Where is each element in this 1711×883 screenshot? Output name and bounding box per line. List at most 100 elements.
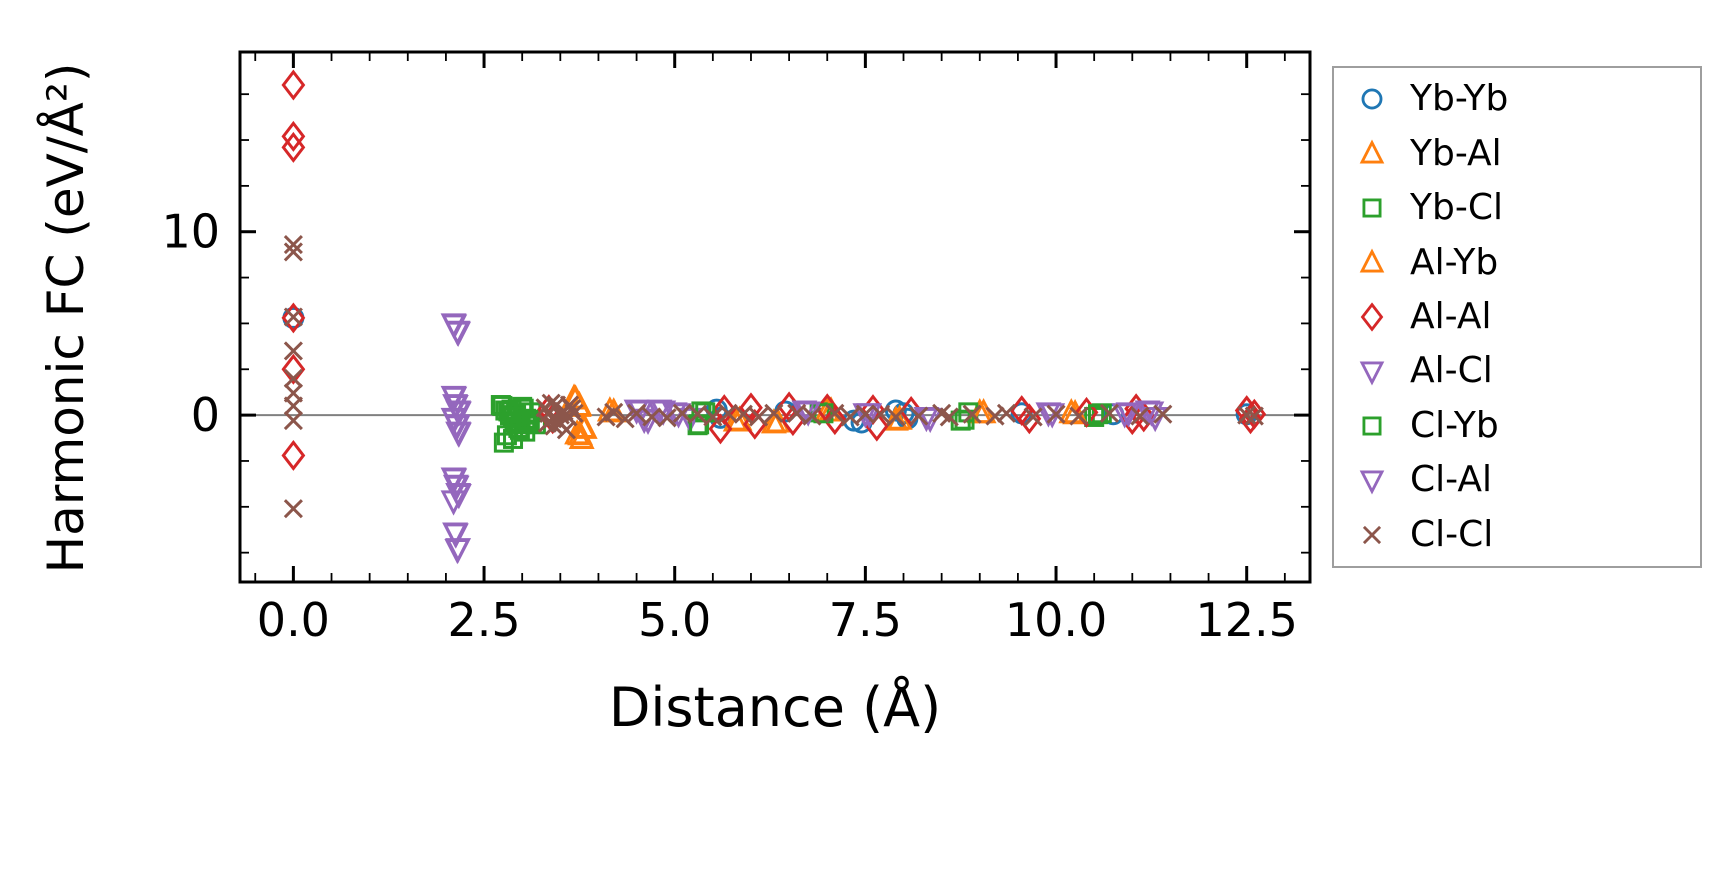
marker-x	[688, 404, 708, 424]
marker-x	[283, 341, 303, 361]
legend: Yb-Yb Yb-Al Yb-Cl Al-Yb Al-Al Al-Cl Cl-Yb Cl-Al…	[1332, 66, 1702, 568]
marker-x	[1244, 406, 1264, 426]
marker-x	[840, 407, 860, 427]
marker-x	[283, 307, 303, 327]
marker-x	[1069, 406, 1089, 426]
marker-x	[825, 403, 845, 423]
y-tick-label: 10	[161, 205, 220, 259]
marker-x	[718, 403, 738, 423]
marker-diamond	[281, 302, 306, 334]
marker-square	[954, 409, 975, 430]
marker-x	[909, 406, 929, 426]
legend-item-cl-cl: Cl-Cl	[1342, 516, 1692, 554]
legend-item-cl-yb: Cl-Yb	[1342, 407, 1692, 445]
marker-x	[1046, 404, 1066, 424]
legend-item-cl-al: Cl-Al	[1342, 461, 1692, 499]
marker-x	[283, 242, 303, 262]
x-tick-label: 2.5	[447, 593, 520, 647]
marker-triangle-down	[1138, 401, 1165, 427]
marker-x	[672, 403, 692, 423]
marker-x	[283, 411, 303, 431]
marker-x	[1153, 404, 1173, 424]
marker-diamond	[712, 394, 737, 426]
marker-x	[541, 393, 561, 413]
marker-x	[615, 409, 635, 429]
marker-x	[985, 406, 1005, 426]
marker-x	[871, 404, 891, 424]
marker-x	[283, 499, 303, 519]
marker-diamond	[281, 440, 306, 471]
marker-x	[749, 407, 769, 427]
marker-x	[283, 368, 303, 388]
marker-x	[802, 406, 822, 426]
marker-diamond	[281, 120, 306, 152]
x-tick-label: 12.5	[1195, 593, 1297, 647]
series-al-cl	[440, 313, 1169, 565]
marker-x	[886, 407, 906, 427]
y-axis-label: Harmonic FC (eV/Å²)	[37, 62, 95, 574]
x-axis-label: Distance (Å)	[608, 676, 942, 739]
legend-item-al-cl: Al-Cl	[1342, 352, 1692, 390]
marker-x	[283, 234, 303, 255]
marker-diamond	[822, 404, 847, 436]
legend-item-yb-al: Yb-Al	[1342, 135, 1692, 173]
marker-x	[1130, 406, 1150, 426]
diamond-icon	[1360, 302, 1384, 332]
series-cl-al	[441, 314, 1165, 564]
x-tick-label: 0.0	[257, 593, 330, 647]
marker-x	[939, 407, 959, 427]
marker-x	[537, 413, 557, 433]
circle-icon	[1361, 88, 1383, 110]
legend-label: Al-Cl	[1410, 350, 1493, 392]
legend-item-al-yb: Al-Yb	[1342, 244, 1692, 282]
marker-triangle-down	[445, 538, 472, 564]
triangle-down-icon	[1359, 470, 1385, 495]
x-tick-label: 10.0	[1005, 593, 1107, 647]
y-tick-label: 0	[191, 388, 220, 442]
marker-x	[733, 404, 753, 424]
marker-x	[657, 408, 677, 428]
marker-x	[627, 403, 647, 423]
marker-triangle-down	[445, 321, 472, 347]
marker-x	[604, 402, 624, 422]
x-icon	[1362, 525, 1382, 544]
axes: 0.0 2.5 5.0 7.5 10.0 12.5 0 10	[161, 50, 1312, 647]
marker-triangle-down	[444, 415, 471, 441]
marker-x	[1237, 405, 1257, 425]
marker-triangle-down	[445, 483, 472, 510]
marker-triangle-down	[443, 475, 470, 502]
legend-item-yb-cl: Yb-Cl	[1342, 189, 1692, 227]
marker-square	[513, 398, 534, 419]
legend-item-yb-yb: Yb-Yb	[1342, 80, 1692, 118]
legend-label: Yb-Cl	[1410, 187, 1503, 229]
plot-border	[238, 50, 1312, 584]
marker-triangle-up	[1062, 398, 1089, 425]
legend-label: Cl-Cl	[1410, 513, 1494, 555]
marker-diamond	[708, 413, 733, 445]
triangle-down-icon	[1359, 361, 1385, 386]
marker-diamond	[281, 131, 306, 163]
marker-x	[787, 403, 807, 423]
marker-diamond	[281, 69, 306, 101]
triangle-up-icon	[1359, 139, 1385, 164]
legend-label: Al-Yb	[1410, 241, 1499, 283]
square-icon	[1362, 198, 1382, 218]
marker-x	[764, 403, 784, 423]
marker-x	[855, 404, 875, 424]
legend-label: Al-Al	[1410, 295, 1492, 337]
marker-x	[1023, 407, 1043, 427]
marker-square	[518, 409, 539, 430]
marker-x	[283, 396, 303, 416]
x-tick-label: 5.0	[638, 593, 711, 647]
marker-triangle-down	[441, 386, 468, 413]
triangle-up-icon	[1359, 248, 1385, 273]
marker-x	[996, 403, 1017, 423]
legend-label: Yb-Al	[1410, 132, 1502, 174]
legend-label: Cl-Al	[1410, 459, 1492, 501]
x-tick-label: 7.5	[829, 593, 902, 647]
marker-triangle-down	[442, 523, 469, 549]
legend-item-al-al: Al-Al	[1342, 298, 1692, 336]
legend-label: Yb-Yb	[1410, 78, 1509, 120]
